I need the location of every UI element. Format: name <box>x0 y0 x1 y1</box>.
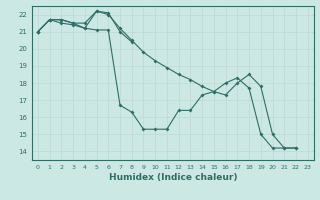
X-axis label: Humidex (Indice chaleur): Humidex (Indice chaleur) <box>108 173 237 182</box>
